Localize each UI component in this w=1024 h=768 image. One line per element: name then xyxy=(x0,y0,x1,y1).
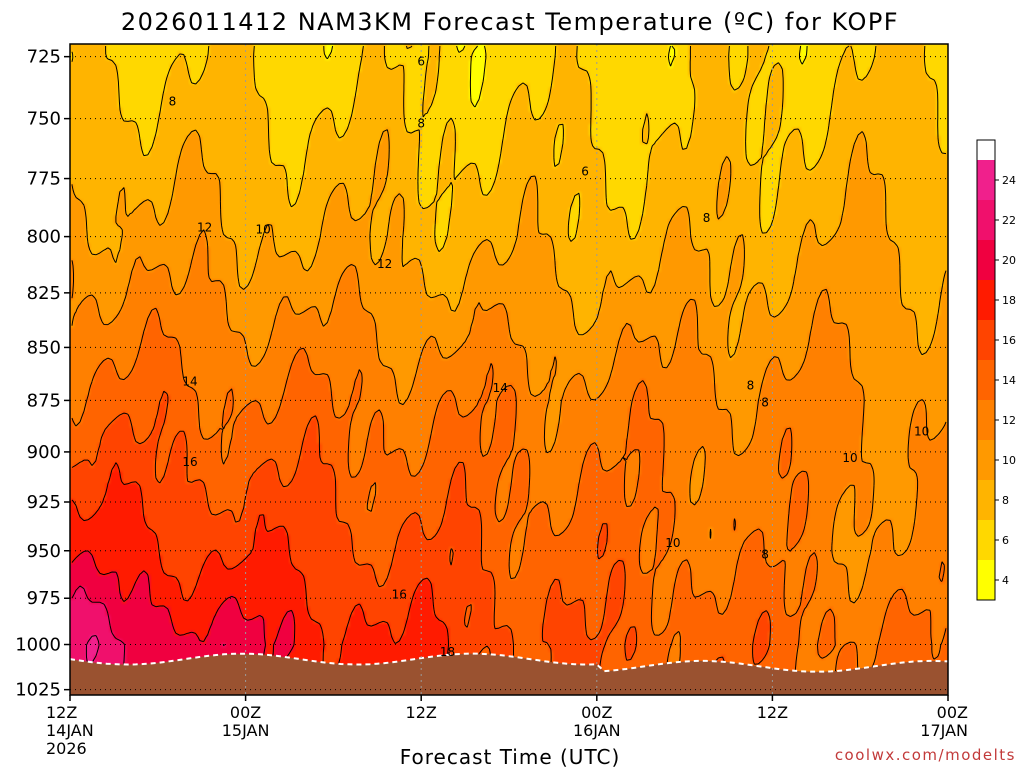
y-tick-label: 725 xyxy=(27,47,61,68)
x-axis: 12Z 14JAN 2026 00Z 15JAN 12Z 00Z 16JAN 12Z 00Z 17J… xyxy=(46,695,968,758)
colorbar-legend: 4 6 8 10 12 14 16 18 20 22 24 xyxy=(976,139,1016,601)
y-tick-label: 775 xyxy=(27,169,61,190)
colorbar-tick-label: 22 xyxy=(1002,214,1016,227)
y-tick-label: 875 xyxy=(27,390,61,411)
contour-label: 16 xyxy=(392,587,407,601)
colorbar-tick-label: 14 xyxy=(1002,374,1016,387)
chart-title: 2026011412 NAM3KM Forecast Temperature (… xyxy=(121,8,899,36)
ground-edge-dashes xyxy=(69,652,949,673)
contour-label: 10 xyxy=(842,451,857,465)
y-tick-label: 900 xyxy=(27,442,61,463)
y-tick-label: 825 xyxy=(27,283,61,304)
x-tick-label: 12Z 14JAN 2026 xyxy=(46,703,94,758)
y-axis: 725 750 775 800 825 850 875 900 925 950 975 1000 102… xyxy=(15,47,70,701)
contour-label: 16 xyxy=(182,455,197,469)
colorbar-tick-label: 24 xyxy=(1002,174,1016,187)
x-axis-label: Forecast Time (UTC) xyxy=(400,745,621,768)
contour-label: 8 xyxy=(169,94,177,108)
contour-label: 18 xyxy=(440,645,455,659)
contour-label: 10 xyxy=(665,536,680,550)
colorbar-tick-label: 12 xyxy=(1002,414,1016,427)
colorbar-tick-label: 20 xyxy=(1002,254,1016,267)
colorbar-segment xyxy=(977,400,995,440)
ground-surface xyxy=(70,653,948,695)
colorbar-tick-label: 6 xyxy=(1002,534,1009,547)
colorbar-segment xyxy=(977,240,995,280)
x-tick-label: 00Z 16JAN xyxy=(573,703,621,740)
temperature-field xyxy=(70,44,948,695)
x-tick-label: 12Z xyxy=(406,703,437,722)
gridlines xyxy=(70,44,948,695)
colorbar-segment xyxy=(977,440,995,480)
y-tick-label: 1025 xyxy=(15,680,61,701)
y-tick-label: 850 xyxy=(27,337,61,358)
x-tick-label: 00Z 17JAN xyxy=(920,703,968,740)
y-tick-label: 1000 xyxy=(15,635,61,656)
contour-label: 6 xyxy=(581,164,589,178)
colorbar-tick-label: 4 xyxy=(1002,574,1009,587)
contour-label: 10 xyxy=(914,424,929,438)
colorbar-segment xyxy=(977,200,995,240)
contour-label: 8 xyxy=(747,379,755,393)
contour-label: 6 xyxy=(417,55,425,69)
contour-label: 12 xyxy=(377,257,392,271)
contour-label: 8 xyxy=(761,548,769,562)
contour-label: 14 xyxy=(493,381,508,395)
y-tick-label: 925 xyxy=(27,492,61,513)
contour-label: 8 xyxy=(417,116,425,130)
colorbar-segment xyxy=(977,360,995,400)
colorbar-frame xyxy=(976,139,996,601)
contour-label: 12 xyxy=(197,220,212,234)
plot-frame xyxy=(69,43,949,696)
credit-text: coolwx.com/modelts xyxy=(835,746,1016,764)
colorbar-tick-label: 18 xyxy=(1002,294,1016,307)
colorbar-segment xyxy=(977,320,995,360)
x-tick-label: 00Z 15JAN xyxy=(222,703,270,740)
contour-label: 10 xyxy=(256,223,271,237)
y-tick-label: 750 xyxy=(27,109,61,130)
y-tick-label: 800 xyxy=(27,227,61,248)
x-tick-label: 12Z xyxy=(757,703,788,722)
colorbar-segment xyxy=(977,160,995,200)
colorbar-segment xyxy=(977,280,995,320)
contour-label: 8 xyxy=(703,211,711,225)
colorbar-tick-label: 8 xyxy=(1002,494,1009,507)
colorbar-tick-label: 10 xyxy=(1002,454,1016,467)
y-tick-label: 950 xyxy=(27,541,61,562)
y-tick-label: 975 xyxy=(27,588,61,609)
colorbar-segment xyxy=(977,520,995,560)
colorbar-segment xyxy=(977,480,995,520)
colorbar-tick-label: 16 xyxy=(1002,334,1016,347)
colorbar-segment xyxy=(977,560,995,600)
contour-label: 14 xyxy=(182,375,197,389)
contour-label: 8 xyxy=(761,396,769,410)
